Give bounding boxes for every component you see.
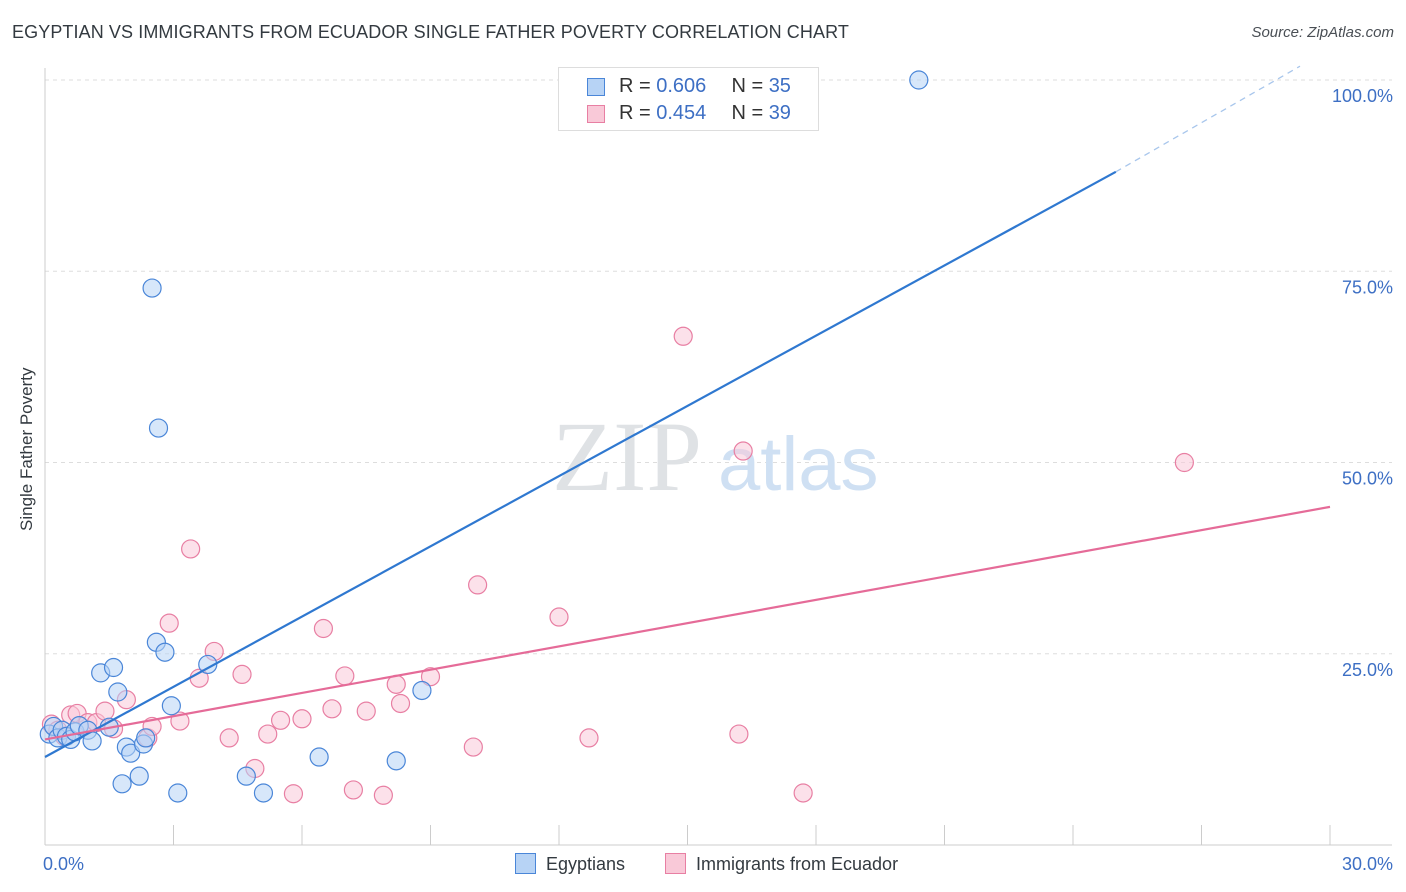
data-point <box>129 766 149 786</box>
x-tick-labels: 0.0% 30.0% <box>43 854 1393 874</box>
data-point <box>373 785 393 805</box>
legend-n-label: N = <box>731 75 769 97</box>
data-point <box>198 654 218 675</box>
data-point <box>103 657 124 678</box>
bottom-legend-label: Immigrants from Ecuador <box>696 854 899 874</box>
data-point <box>463 737 483 757</box>
data-point <box>236 766 256 786</box>
data-point <box>108 682 128 702</box>
data-point <box>733 441 753 461</box>
data-point <box>343 780 363 800</box>
data-point <box>112 774 132 794</box>
x-tick-label: 30.0% <box>1342 854 1393 874</box>
legend-r-label: R = <box>619 102 657 124</box>
data-point <box>219 728 239 748</box>
data-point <box>142 278 162 298</box>
y-tick-labels: 25.0% 50.0% 75.0% 100.0% <box>1332 86 1393 680</box>
data-point <box>386 751 406 771</box>
bottom-legend-swatch-pink <box>665 853 686 874</box>
data-point <box>292 709 312 729</box>
data-point <box>253 783 274 803</box>
bottom-legend-egyptians: Egyptians <box>515 853 625 875</box>
data-point <box>159 613 179 633</box>
x-axis-ticks <box>173 825 1331 845</box>
egyptian-trend-extension <box>1115 65 1301 173</box>
data-point <box>412 680 432 701</box>
data-point <box>95 701 115 721</box>
data-point <box>136 728 156 748</box>
data-point <box>420 667 441 687</box>
ecuador-points <box>41 326 1194 805</box>
bottom-legend-swatch-blue <box>515 853 536 874</box>
watermark-zip: ZIP <box>552 401 702 512</box>
bottom-legend-ecuador: Immigrants from Ecuador <box>665 853 898 875</box>
data-point <box>549 607 569 627</box>
legend-swatch-pink <box>587 105 605 123</box>
data-point <box>322 699 342 719</box>
y-tick-label: 100.0% <box>1332 86 1393 106</box>
data-point <box>390 693 411 714</box>
data-point <box>793 783 813 803</box>
egyptian-points <box>39 70 929 803</box>
data-point <box>1174 452 1194 473</box>
y-tick-label: 50.0% <box>1342 469 1393 489</box>
trend-lines <box>44 65 1331 758</box>
data-point <box>579 728 599 748</box>
data-point <box>335 666 355 686</box>
legend: R = 0.606 N = 35 R = 0.454 N = 39 <box>558 67 819 131</box>
ecuador-trend-line <box>44 505 1331 741</box>
data-point <box>232 664 252 685</box>
data-point <box>161 696 181 716</box>
bottom-legend-label: Egyptians <box>546 854 626 874</box>
axes <box>44 68 1392 846</box>
legend-n-value: 35 <box>768 75 791 97</box>
data-point <box>909 70 929 90</box>
data-point <box>356 701 376 721</box>
data-point <box>258 724 278 744</box>
y-axis-label: Single Father Poverty <box>17 367 36 531</box>
y-tick-label: 25.0% <box>1342 660 1393 680</box>
watermark: ZIP atlas <box>552 401 879 512</box>
data-point <box>148 418 169 438</box>
data-point <box>729 724 749 744</box>
data-point <box>270 710 291 730</box>
y-tick-label: 75.0% <box>1342 277 1393 297</box>
x-tick-label: 0.0% <box>43 854 84 874</box>
data-point <box>283 784 304 804</box>
legend-r-value: 0.606 <box>656 75 707 97</box>
data-point <box>313 618 334 639</box>
data-point <box>155 642 175 662</box>
legend-r-label: R = <box>619 75 657 97</box>
egyptian-trend-line <box>44 170 1117 758</box>
data-point <box>468 575 488 595</box>
watermark-atlas: atlas <box>718 422 879 507</box>
source-label: Source: ZipAtlas.com <box>1251 24 1394 41</box>
chart-title: EGYPTIAN VS IMMIGRANTS FROM ECUADOR SING… <box>12 22 849 42</box>
legend-r-value: 0.454 <box>656 102 707 124</box>
data-point <box>181 539 201 559</box>
legend-n-value: 39 <box>768 102 791 124</box>
legend-swatch-blue <box>587 78 605 96</box>
data-point <box>309 747 329 767</box>
data-point <box>168 783 188 803</box>
gridlines <box>45 79 1392 655</box>
legend-n-label: N = <box>731 102 769 124</box>
data-point <box>673 326 693 346</box>
